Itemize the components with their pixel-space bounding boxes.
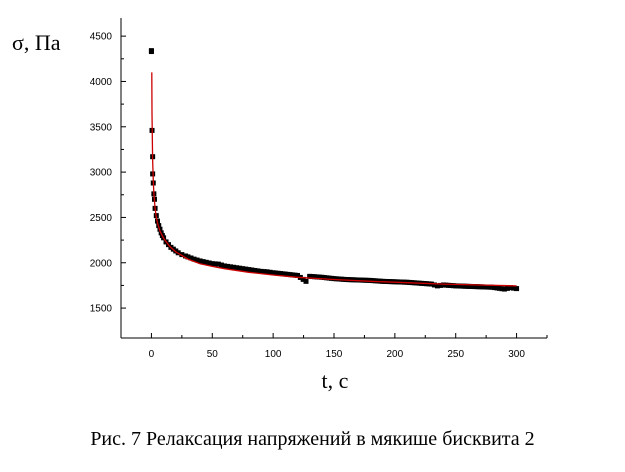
data-point (249, 267, 255, 273)
fit-curve-layer (151, 72, 517, 287)
data-point (431, 282, 437, 288)
y-axis-title: σ, Па (12, 30, 61, 55)
data-point (514, 286, 520, 292)
y-tick-label: 4500 (90, 32, 113, 43)
y-tick-label: 1500 (90, 304, 113, 315)
data-point (197, 258, 203, 264)
data-point (511, 285, 517, 291)
x-tick-label: 0 (149, 349, 155, 360)
data-point (504, 285, 510, 291)
x-tick-label: 250 (447, 349, 464, 360)
data-point (237, 265, 243, 271)
data-point (212, 261, 218, 267)
x-ticks: 0 50 100 150 200 250 300 (120, 333, 548, 360)
y-tick-label: 4000 (90, 77, 113, 88)
data-point (194, 257, 200, 263)
data-point (246, 267, 252, 273)
data-point (148, 49, 154, 55)
y-tick-label: 3000 (90, 168, 113, 179)
data-point (434, 283, 440, 289)
figure-caption: Рис. 7 Релаксация напряжений в мякише би… (90, 428, 535, 450)
data-point (255, 268, 261, 274)
data-point (507, 285, 513, 291)
data-point (225, 263, 230, 269)
data-point (209, 261, 215, 267)
data-point (294, 272, 300, 278)
x-axis-title: t, c (322, 368, 349, 393)
y-tick-label: 3500 (90, 122, 113, 133)
data-point (240, 266, 246, 272)
data-point (234, 265, 240, 271)
data-point (258, 268, 264, 274)
y-tick-label: 2000 (90, 258, 113, 269)
data-point (231, 264, 237, 270)
data-point (218, 262, 224, 268)
data-point (501, 286, 507, 292)
data-point (191, 256, 197, 262)
y-tick-label: 2500 (90, 213, 113, 224)
data-point (264, 269, 270, 275)
x-tick-label: 300 (508, 349, 525, 360)
x-tick-label: 200 (387, 349, 404, 360)
data-point (185, 254, 191, 260)
data-point (206, 260, 212, 266)
fit-curve (151, 72, 517, 287)
data-point (267, 269, 273, 275)
x-tick-label: 100 (265, 349, 282, 360)
x-tick-label: 150 (326, 349, 343, 360)
data-point (200, 259, 206, 265)
x-tick-label: 50 (207, 349, 219, 360)
data-point (303, 278, 309, 284)
data-point (215, 261, 221, 267)
data-points-layer (148, 48, 520, 292)
data-point (243, 266, 249, 272)
data-point (228, 264, 234, 270)
data-point (203, 259, 209, 265)
data-point (179, 252, 185, 258)
data-point (252, 267, 258, 273)
data-point (221, 263, 227, 269)
data-point (261, 269, 267, 275)
data-point (300, 276, 306, 282)
y-ticks: 1500 2000 2500 3000 3500 4000 4500 (90, 32, 126, 315)
data-point (438, 282, 443, 288)
data-point (188, 255, 194, 261)
